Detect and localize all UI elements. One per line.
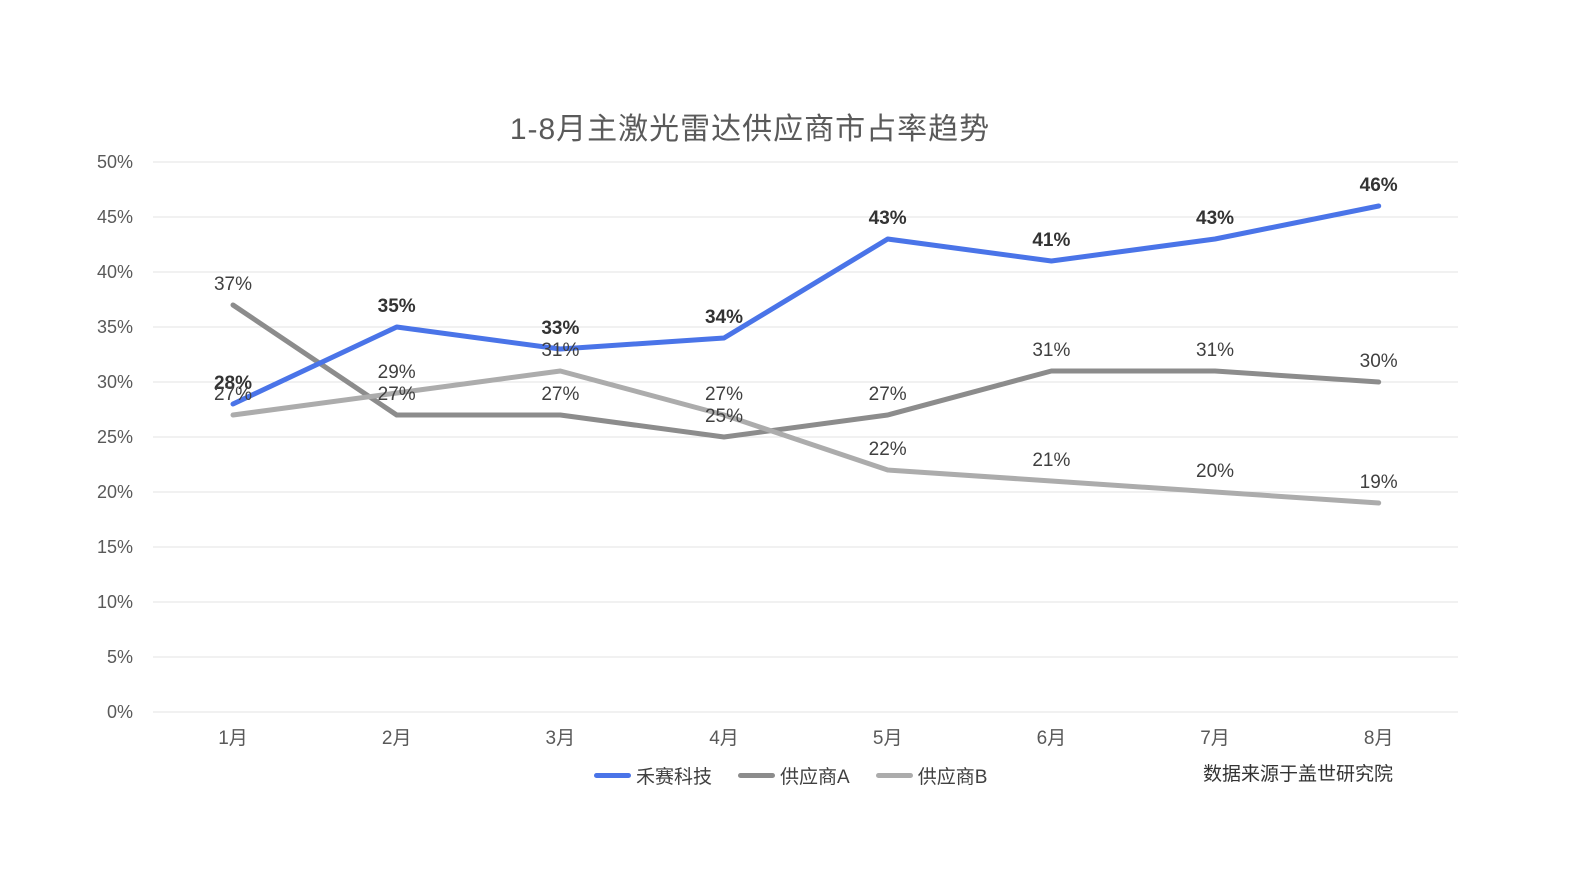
data-label: 28% — [214, 373, 252, 394]
series-labels-禾赛科技: 28% 35% 33% 34% 43% 41% 43% 46% — [214, 175, 1398, 394]
data-label: 33% — [541, 318, 579, 339]
data-label: 27% — [869, 384, 907, 405]
data-label: 27% — [705, 384, 743, 405]
data-label: 30% — [1360, 351, 1398, 372]
y-tick-label: 5% — [107, 647, 133, 667]
data-label: 31% — [1032, 340, 1070, 361]
data-label: 21% — [1032, 450, 1070, 471]
data-label: 41% — [1032, 230, 1070, 251]
x-tick-label: 3月 — [546, 728, 576, 749]
chart-title: 1-8月主激光雷达供应商市占率趋势 — [509, 113, 991, 146]
x-tick-label: 5月 — [873, 728, 903, 749]
y-tick-label: 0% — [107, 702, 133, 722]
legend-item-hesai: 禾赛科技 — [594, 762, 712, 789]
legend-line-swatch-hesai — [594, 773, 631, 778]
legend-line-swatch-supplier-a — [738, 773, 776, 778]
data-label: 31% — [541, 340, 579, 361]
data-label: 22% — [869, 439, 907, 460]
data-label: 27% — [214, 384, 252, 405]
y-tick-label: 10% — [97, 592, 133, 612]
y-tick-label: 40% — [97, 262, 133, 282]
x-axis-labels: 1月 2月 3月 4月 5月 6月 7月 8月 — [218, 728, 1393, 749]
x-tick-label: 8月 — [1364, 728, 1394, 749]
x-tick-label: 7月 — [1200, 728, 1230, 749]
series-line-供应商B — [230, 368, 1382, 506]
data-label: 25% — [705, 406, 743, 427]
legend-line-swatch-supplier-b — [875, 773, 913, 778]
legend-item-supplier-a: 供应商A — [738, 762, 850, 789]
y-axis-labels: 0% 5% 10% 15% 20% 25% 30% 35% 40% 45% 50% — [97, 152, 133, 722]
y-tick-label: 30% — [97, 372, 133, 392]
series-labels-供应商A: 37%27% 27%25%27%31% 31%30% — [214, 274, 1398, 427]
data-label: 27% — [378, 384, 416, 405]
series-line-禾赛科技 — [230, 203, 1382, 407]
data-label: 37% — [214, 274, 252, 295]
y-tick-label: 50% — [97, 152, 133, 172]
data-label: 35% — [378, 296, 416, 317]
data-label: 34% — [705, 307, 743, 328]
data-label: 19% — [1360, 472, 1398, 493]
x-tick-label: 1月 — [218, 728, 248, 749]
legend-label: 供应商A — [780, 767, 850, 788]
data-label: 43% — [869, 208, 907, 229]
gridlines — [153, 161, 1458, 713]
y-tick-label: 35% — [97, 317, 133, 337]
data-source-note: 数据来源于盖世研究院 — [1202, 764, 1393, 785]
data-label: 43% — [1196, 208, 1234, 229]
chart-legend: 禾赛科技 供应商A 供应商B — [594, 762, 987, 789]
x-tick-label: 6月 — [1037, 728, 1067, 749]
y-tick-label: 15% — [97, 537, 133, 557]
y-tick-label: 20% — [97, 482, 133, 502]
y-tick-label: 25% — [97, 427, 133, 447]
legend-label: 禾赛科技 — [636, 767, 713, 788]
legend-label: 供应商B — [917, 767, 988, 788]
legend-item-supplier-b: 供应商B — [875, 762, 988, 789]
data-label: 31% — [1196, 340, 1234, 361]
data-label: 46% — [1360, 175, 1398, 196]
x-tick-label: 2月 — [382, 728, 412, 749]
series-line-供应商A — [230, 302, 1382, 440]
y-tick-label: 45% — [97, 207, 133, 227]
data-label: 27% — [541, 384, 579, 405]
data-label: 20% — [1196, 461, 1234, 482]
x-tick-label: 4月 — [709, 728, 739, 749]
series-labels-供应商B: 27%29%31%27%22%21%20%19% — [214, 340, 1398, 493]
data-label: 29% — [378, 362, 416, 383]
